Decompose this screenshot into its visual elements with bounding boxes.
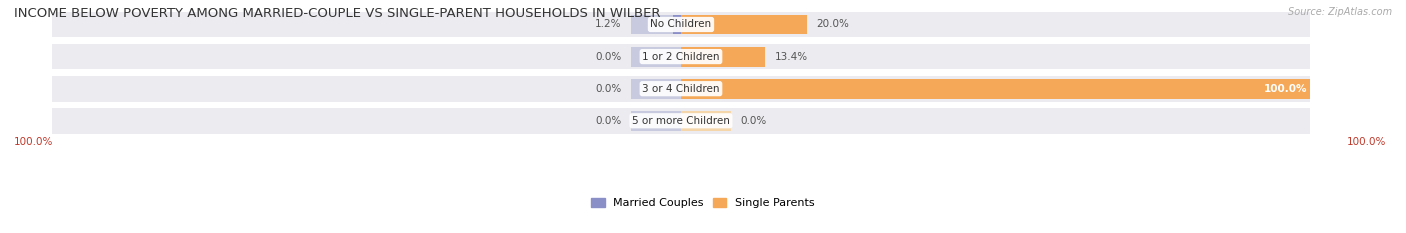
Bar — [681, 47, 765, 67]
Text: 100.0%: 100.0% — [1347, 137, 1386, 147]
Text: No Children: No Children — [651, 20, 711, 30]
Bar — [52, 12, 1310, 37]
Text: 1.2%: 1.2% — [595, 20, 621, 30]
Bar — [681, 14, 807, 34]
Text: 1 or 2 Children: 1 or 2 Children — [643, 51, 720, 62]
Text: 0.0%: 0.0% — [741, 116, 768, 126]
Text: 100.0%: 100.0% — [14, 137, 53, 147]
Text: INCOME BELOW POVERTY AMONG MARRIED-COUPLE VS SINGLE-PARENT HOUSEHOLDS IN WILBER: INCOME BELOW POVERTY AMONG MARRIED-COUPL… — [14, 7, 661, 20]
Bar — [681, 79, 1310, 99]
Bar — [681, 14, 807, 34]
Text: 20.0%: 20.0% — [817, 20, 849, 30]
Bar — [673, 14, 681, 34]
Bar — [681, 79, 1310, 99]
Bar — [52, 76, 1310, 102]
Bar — [52, 44, 1310, 69]
Bar — [631, 79, 681, 99]
Text: Source: ZipAtlas.com: Source: ZipAtlas.com — [1288, 7, 1392, 17]
Text: 13.4%: 13.4% — [775, 51, 808, 62]
Text: 100.0%: 100.0% — [1264, 84, 1308, 94]
Text: 0.0%: 0.0% — [595, 51, 621, 62]
Text: 3 or 4 Children: 3 or 4 Children — [643, 84, 720, 94]
Text: 0.0%: 0.0% — [595, 116, 621, 126]
Text: 5 or more Children: 5 or more Children — [633, 116, 730, 126]
Legend: Married Couples, Single Parents: Married Couples, Single Parents — [586, 193, 820, 212]
Bar — [631, 14, 681, 34]
Bar — [631, 47, 681, 67]
Bar — [681, 47, 765, 67]
Text: 0.0%: 0.0% — [595, 84, 621, 94]
Bar — [681, 111, 731, 131]
Bar — [631, 111, 681, 131]
Bar — [52, 108, 1310, 134]
